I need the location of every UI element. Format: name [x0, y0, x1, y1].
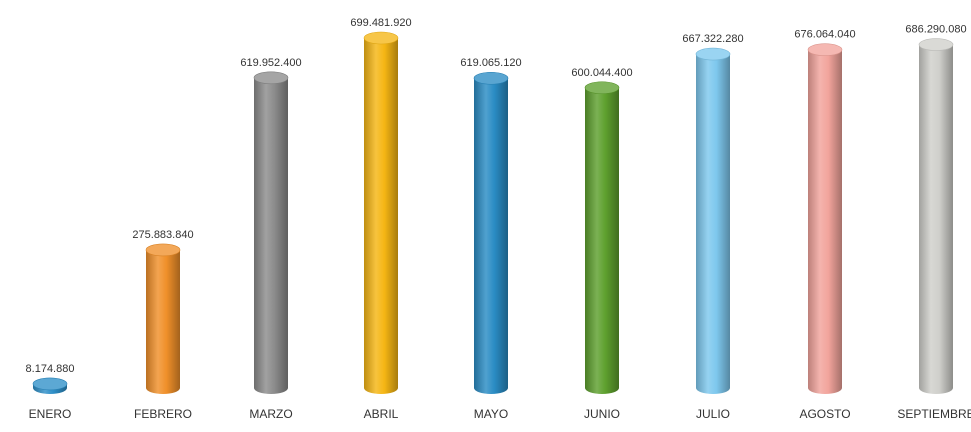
- value-label: 699.481.920: [350, 17, 411, 29]
- bar-agosto: [807, 43, 843, 394]
- bar-abril: [363, 31, 399, 394]
- bar-body: [364, 38, 398, 388]
- category-label: MAYO: [474, 407, 508, 421]
- bar-top: [584, 81, 620, 95]
- value-label: 676.064.040: [794, 29, 855, 41]
- bar-mayo: [473, 71, 509, 394]
- bar-top: [32, 377, 68, 391]
- value-label: 619.065.120: [460, 57, 521, 69]
- category-label: JULIO: [696, 407, 730, 421]
- bar-top: [918, 38, 954, 51]
- value-labels-layer: 8.174.880 275.883.840 619.952.400 699.481.9…: [26, 17, 967, 375]
- value-label: 686.290.080: [905, 24, 966, 36]
- category-label: MARZO: [249, 407, 292, 421]
- category-label: ABRIL: [364, 407, 399, 421]
- category-labels-layer: ENERO FEBRERO MARZO ABRIL MAYO JUNIO JULIO AGOS…: [29, 407, 971, 421]
- bar-top: [807, 43, 843, 57]
- bar-junio: [584, 81, 620, 394]
- bar-top: [253, 71, 289, 85]
- bar-top: [145, 243, 181, 257]
- bar-body: [254, 77, 288, 388]
- value-label: 275.883.840: [132, 229, 193, 241]
- bar-body: [146, 249, 180, 388]
- category-label: SEPTIEMBRE: [897, 407, 971, 421]
- bar-body: [474, 78, 508, 388]
- category-label: FEBRERO: [134, 407, 192, 421]
- bar-body: [919, 44, 953, 389]
- value-label: 8.174.880: [26, 363, 75, 375]
- bar-body: [696, 54, 730, 388]
- bar-enero: [32, 377, 68, 394]
- bar-marzo: [253, 71, 289, 394]
- category-label: JUNIO: [584, 407, 620, 421]
- value-label: 667.322.280: [682, 33, 743, 45]
- bar-febrero: [145, 243, 181, 394]
- bar-septiembre: [918, 38, 954, 394]
- bar-julio: [695, 47, 731, 394]
- bar-body: [808, 49, 842, 388]
- category-label: ENERO: [29, 407, 72, 421]
- bar-body: [585, 87, 619, 388]
- category-label: AGOSTO: [799, 407, 850, 421]
- bar-top: [473, 71, 509, 85]
- bars-layer: [32, 31, 954, 394]
- bar-top: [363, 31, 399, 45]
- value-label: 600.044.400: [571, 67, 632, 79]
- bar-top: [695, 47, 731, 61]
- value-label: 619.952.400: [240, 57, 301, 69]
